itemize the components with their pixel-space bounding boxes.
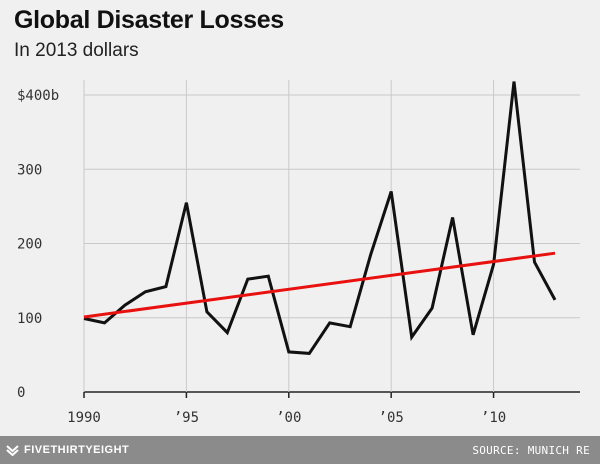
y-tick-label: 200 bbox=[17, 237, 42, 253]
x-tick-label: ’00 bbox=[276, 410, 301, 426]
x-axis-ticks: 1990 ’95 ’00 ’05 ’10 bbox=[67, 410, 506, 426]
y-axis-ticks: 0 100 200 300 $400b bbox=[17, 88, 59, 401]
chart-grid bbox=[83, 80, 580, 398]
y-tick-label: 300 bbox=[17, 162, 42, 178]
x-tick-label: ’05 bbox=[379, 410, 404, 426]
y-tick-label: $400b bbox=[17, 88, 59, 104]
source-note: SOURCE: MUNICH RE bbox=[472, 444, 590, 457]
chart-title: Global Disaster Losses bbox=[14, 6, 284, 34]
chart-subtitle: In 2013 dollars bbox=[14, 40, 139, 61]
y-tick-label: 100 bbox=[17, 311, 42, 327]
trend-line bbox=[83, 251, 556, 319]
x-tick-label: ’10 bbox=[481, 410, 506, 426]
losses-series-line bbox=[83, 81, 557, 355]
chart-series bbox=[83, 81, 557, 355]
y-tick-label: 0 bbox=[17, 385, 25, 401]
line-chart: 0 100 200 300 $400b 1990 ’95 ’00 ’05 ’10 bbox=[17, 80, 580, 426]
brand-name: FIVETHIRTYEIGHT bbox=[24, 444, 130, 456]
footer-bar: FIVETHIRTYEIGHT SOURCE: MUNICH RE bbox=[0, 436, 600, 464]
x-tick-label: 1990 bbox=[67, 410, 101, 426]
x-tick-label: ’95 bbox=[174, 410, 199, 426]
fivethirtyeight-logo-icon bbox=[6, 445, 19, 456]
